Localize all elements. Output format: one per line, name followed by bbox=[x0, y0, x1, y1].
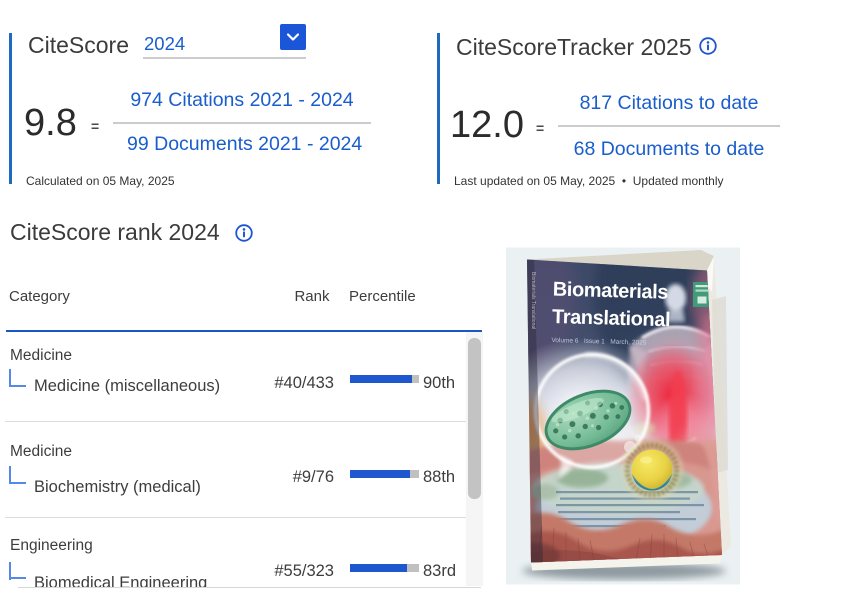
svg-text:Biomaterials: Biomaterials bbox=[552, 279, 668, 304]
svg-text:Translational: Translational bbox=[552, 306, 671, 331]
svg-text:Volume 6 Issue 1 March, 20: Volume 6 Issue 1 March, 2025 bbox=[551, 337, 647, 347]
svg-text:Biomaterials Translational: Biomaterials Translational bbox=[530, 272, 536, 329]
